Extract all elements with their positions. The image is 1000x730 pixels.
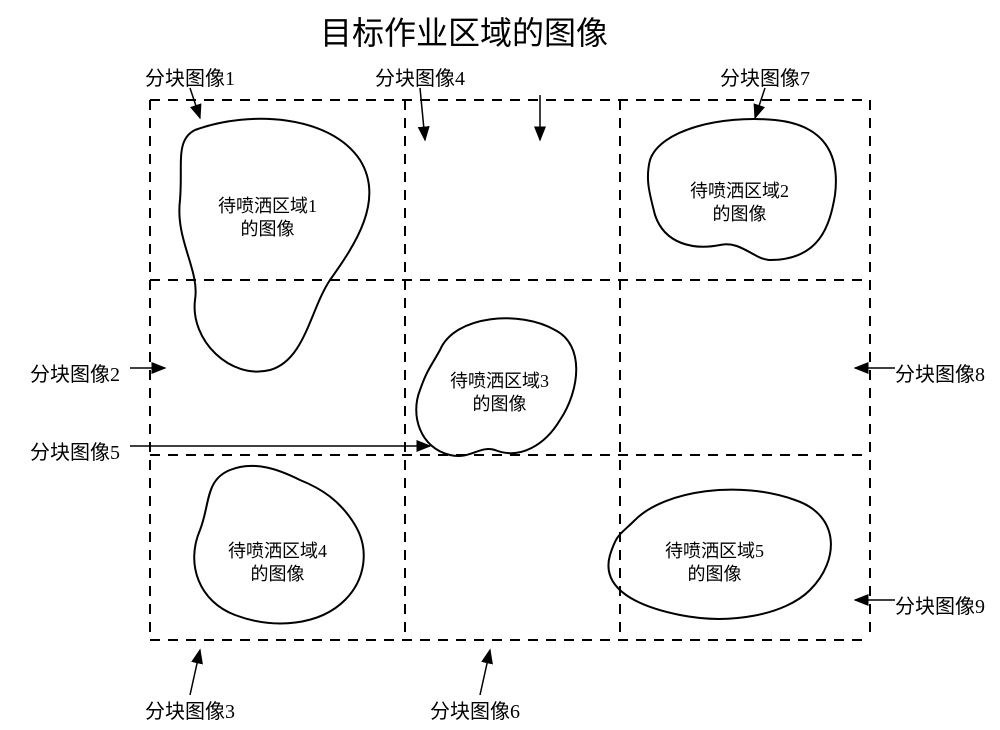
spray-region-label-line2: 的图像 bbox=[665, 563, 764, 586]
block-image-label: 分块图像2 bbox=[30, 358, 120, 387]
spray-region-label: 待喷洒区域2的图像 bbox=[690, 180, 789, 225]
block-image-label: 分块图像8 bbox=[895, 358, 985, 387]
block-image-label: 分块图像6 bbox=[430, 695, 520, 724]
diagram-canvas: 目标作业区域的图像 分块图像1分块图像4分块图像7分块图像2分块图像5分块图像8… bbox=[0, 0, 1000, 730]
block-image-label: 分块图像9 bbox=[895, 590, 985, 619]
spray-region-label: 待喷洒区域1的图像 bbox=[218, 195, 317, 240]
block-image-label: 分块图像3 bbox=[145, 695, 235, 724]
spray-region-label-line2: 的图像 bbox=[228, 563, 327, 586]
spray-region-label-line1: 待喷洒区域1 bbox=[218, 195, 317, 218]
spray-region-label-line1: 待喷洒区域4 bbox=[228, 540, 327, 563]
spray-region-label-line1: 待喷洒区域3 bbox=[450, 370, 549, 393]
spray-region-label: 待喷洒区域4的图像 bbox=[228, 540, 327, 585]
spray-region-label: 待喷洒区域5的图像 bbox=[665, 540, 764, 585]
spray-region-label: 待喷洒区域3的图像 bbox=[450, 370, 549, 415]
block-image-label: 分块图像7 bbox=[720, 62, 810, 91]
spray-region-shape bbox=[179, 119, 369, 372]
block-image-label: 分块图像5 bbox=[30, 436, 120, 465]
block-image-label: 分块图像4 bbox=[375, 62, 465, 91]
spray-region-label-line2: 的图像 bbox=[450, 393, 549, 416]
diagram-svg bbox=[0, 0, 1000, 730]
spray-region-label-line1: 待喷洒区域5 bbox=[665, 540, 764, 563]
spray-region-label-line2: 的图像 bbox=[218, 218, 317, 241]
spray-region-label-line1: 待喷洒区域2 bbox=[690, 180, 789, 203]
block-image-label: 分块图像1 bbox=[145, 62, 235, 91]
spray-region-label-line2: 的图像 bbox=[690, 203, 789, 226]
